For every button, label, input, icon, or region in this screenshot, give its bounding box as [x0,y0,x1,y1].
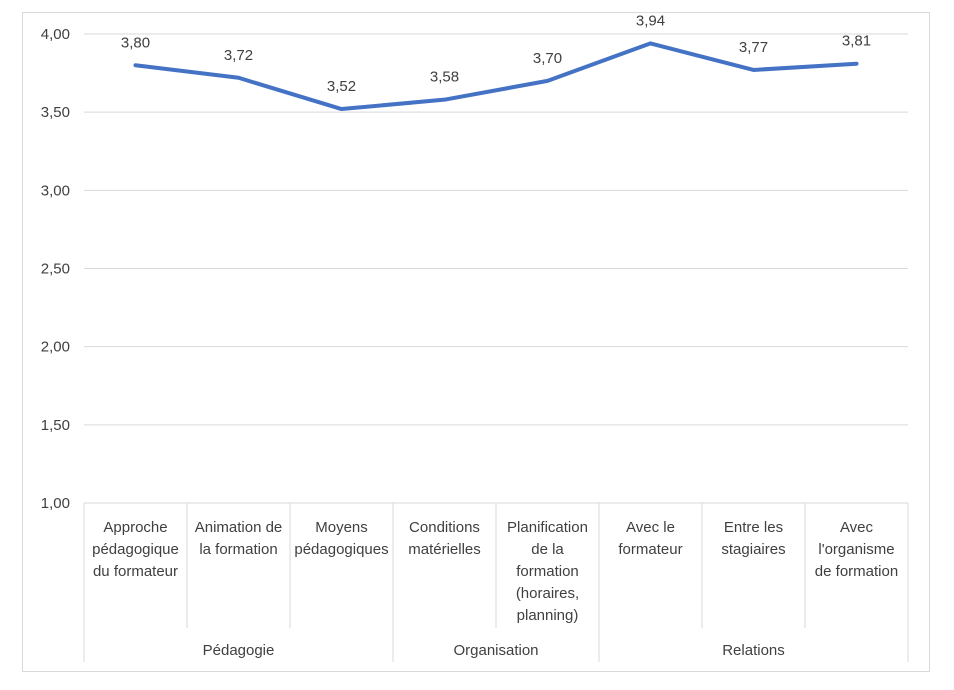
series-line [133,41,859,112]
data-label: 3,70 [533,50,562,67]
series-layer [133,41,859,112]
chart-frame [22,12,930,672]
x-group-label: Organisation [453,642,538,659]
y-tick-label: 2,00 [41,339,70,356]
data-label: 3,81 [842,33,871,50]
data-label: 3,58 [430,69,459,86]
x-tick-label: Conditions matérielles [408,519,481,558]
y-tick-label: 3,50 [41,104,70,121]
x-tick-label: Animation de la formation [195,519,283,558]
x-tick-label: Avec le formateur [618,519,682,558]
x-tick-label: Planification de la formation (horaires, pla… [507,519,588,624]
data-label: 3,52 [327,78,356,95]
y-tick-label: 2,50 [41,261,70,278]
y-tick-label: 4,00 [41,26,70,43]
y-tick-label: 1,00 [41,495,70,512]
gridlines [84,33,908,504]
x-group-label: Pédagogie [203,642,275,659]
data-label: 3,94 [636,12,665,29]
data-label: 3,80 [121,34,150,51]
y-tick-label: 3,00 [41,182,70,199]
data-label: 3,72 [224,47,253,64]
x-tick-label: Entre les stagiaires [721,519,785,558]
data-labels: 3,80 3,72 3,52 3,58 3,70 3,94 3,77 3,81 [121,12,871,95]
x-axis: Approche pédagogique du formateur Animation… [83,503,909,662]
x-tick-label: Approche pédagogique du formateur [92,519,179,580]
y-axis: 1,00 1,50 2,00 2,50 3,00 3,50 4,00 [41,26,70,512]
x-tick-label: Avec l'organisme de formation [815,519,898,580]
data-label: 3,77 [739,39,768,56]
y-tick-label: 1,50 [41,417,70,434]
x-tick-label: Moyens pédagogiques [294,519,388,558]
x-group-label: Relations [722,642,785,659]
